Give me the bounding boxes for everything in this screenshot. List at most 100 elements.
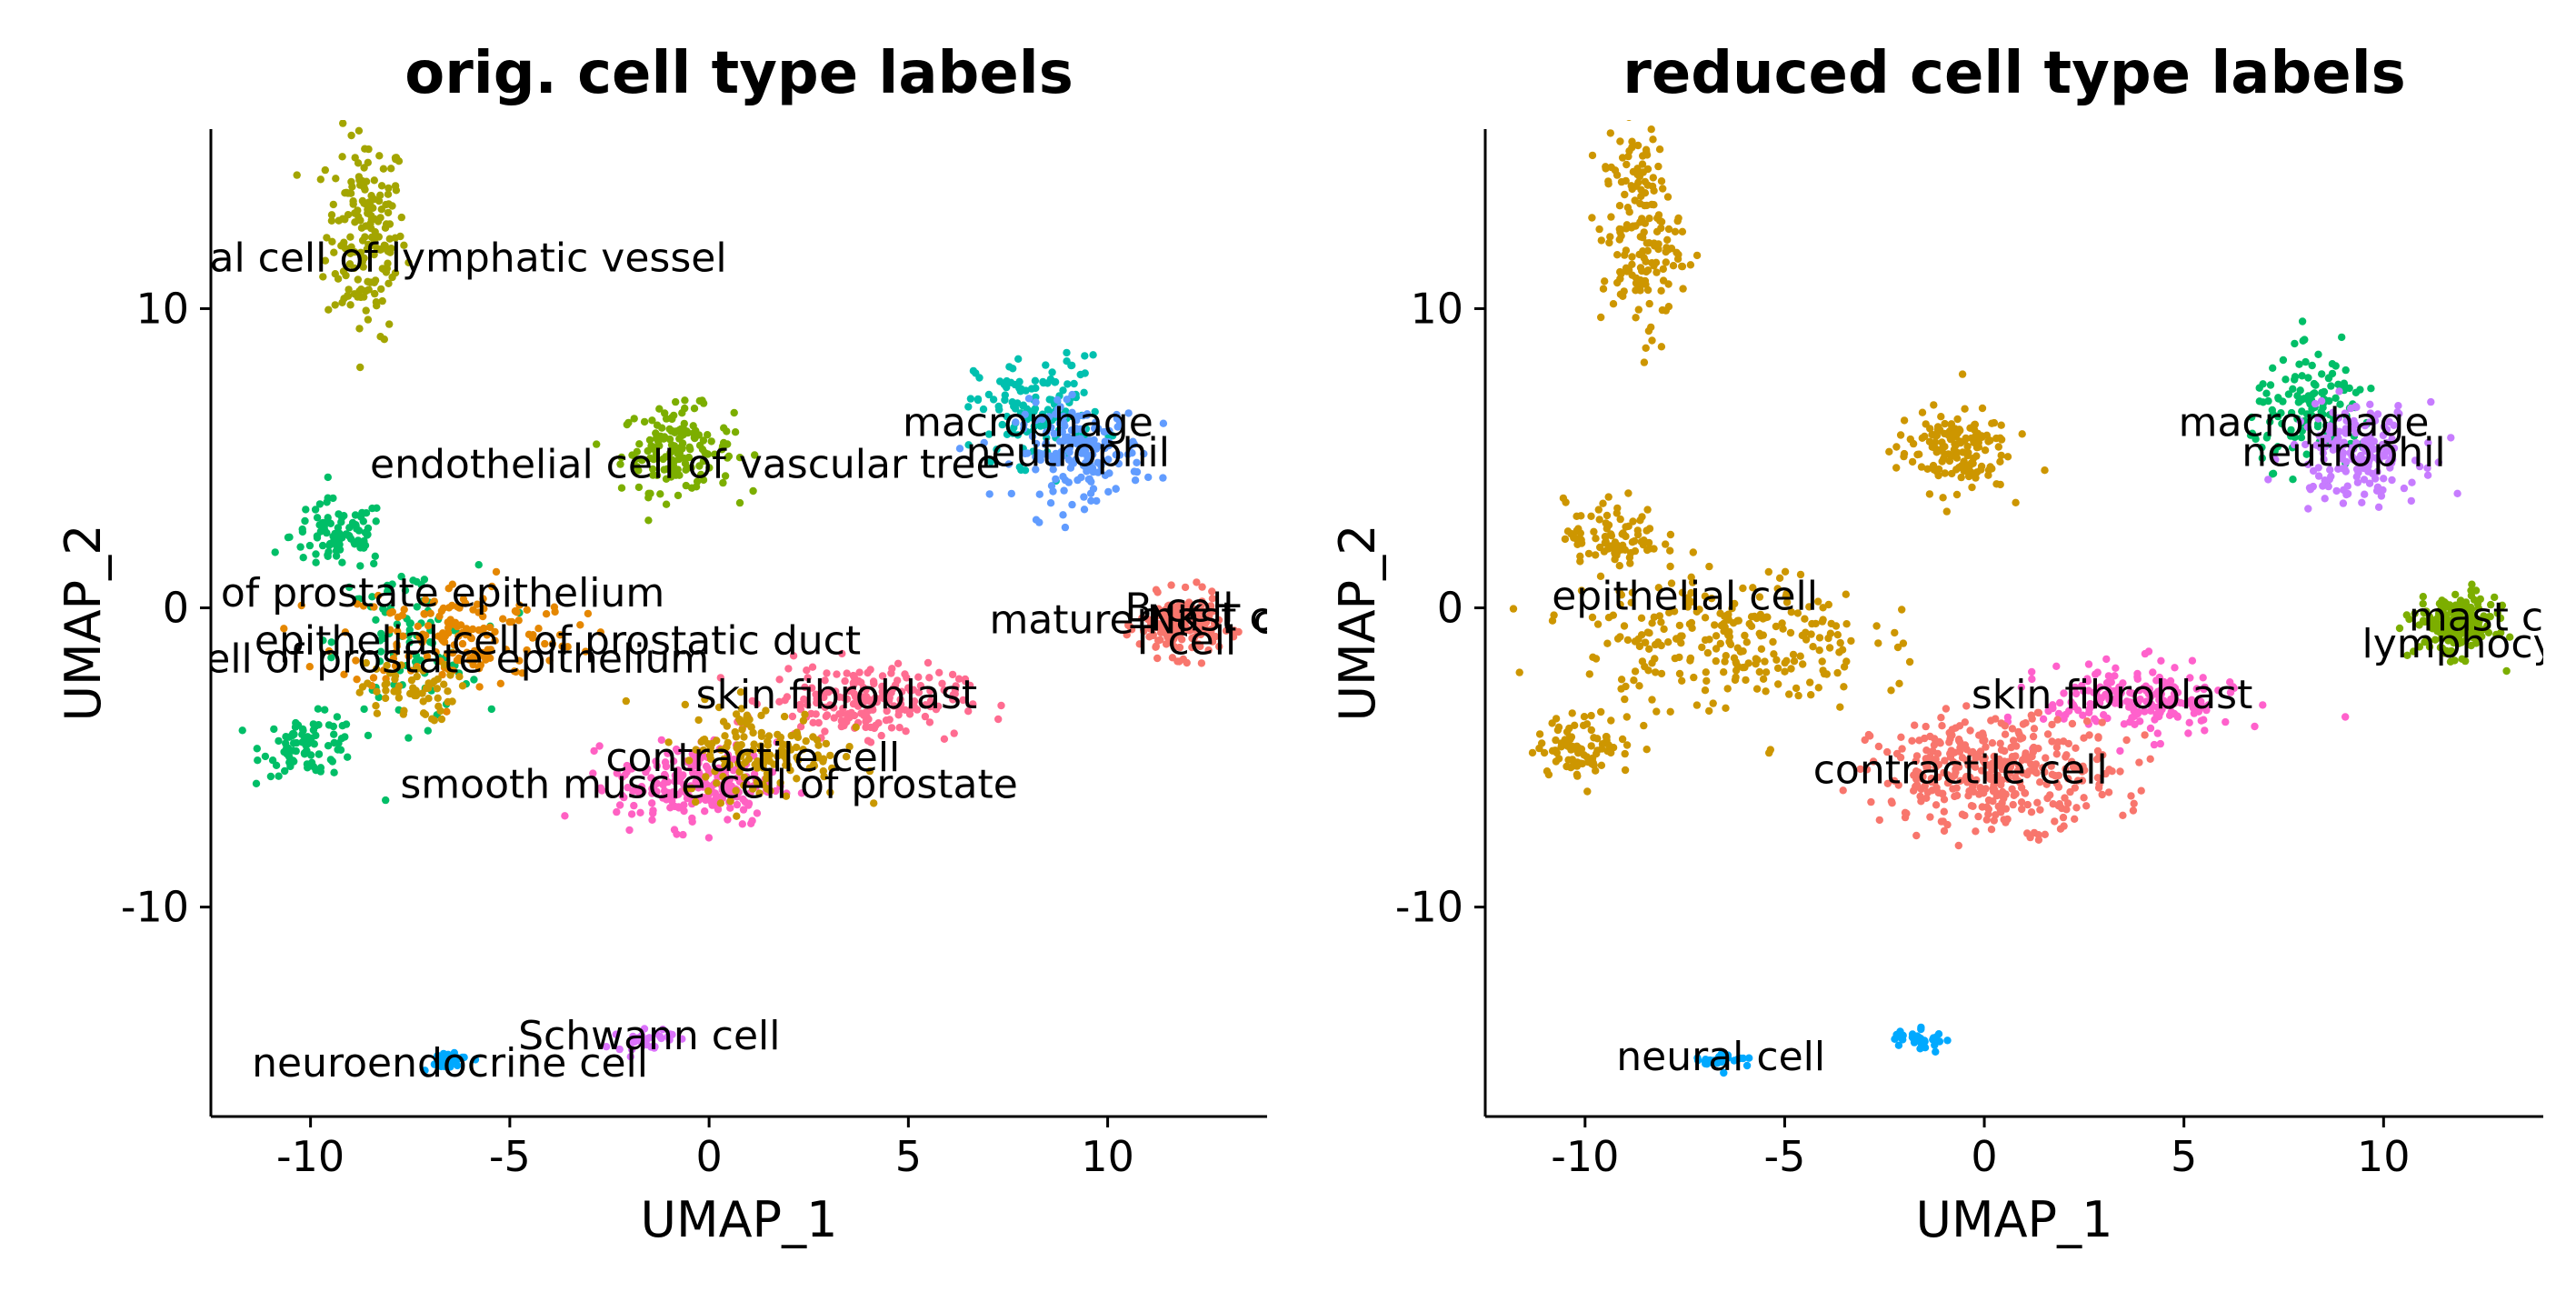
data-point xyxy=(2291,339,2299,348)
data-point xyxy=(2309,466,2318,476)
data-point xyxy=(2321,495,2329,503)
data-point xyxy=(1779,625,1787,633)
data-point xyxy=(1562,498,1570,506)
data-point xyxy=(2136,695,2144,704)
data-point xyxy=(2463,606,2471,614)
data-point xyxy=(303,760,312,768)
data-point xyxy=(704,431,712,439)
data-point xyxy=(1601,277,1609,285)
data-point xyxy=(1615,587,1623,596)
data-point xyxy=(1898,606,1906,614)
data-point xyxy=(2367,385,2375,393)
data-point xyxy=(804,674,812,682)
data-point xyxy=(2498,601,2507,609)
data-point xyxy=(1675,621,1684,630)
data-point xyxy=(926,702,934,711)
data-point xyxy=(2496,614,2505,623)
data-point xyxy=(804,701,812,709)
data-point xyxy=(1917,785,1925,794)
data-point xyxy=(797,789,806,797)
data-point xyxy=(692,746,700,754)
data-point xyxy=(596,628,604,636)
data-point xyxy=(763,769,772,778)
data-point xyxy=(1824,634,1832,643)
data-point xyxy=(1839,786,1847,795)
data-point xyxy=(1649,135,1657,144)
data-point xyxy=(1964,472,1973,481)
data-point xyxy=(681,396,689,405)
data-point xyxy=(2410,647,2418,656)
data-point xyxy=(2483,622,2491,630)
data-point xyxy=(1939,494,1947,502)
data-point xyxy=(645,436,654,445)
data-point xyxy=(2394,402,2402,410)
data-point xyxy=(2071,683,2080,692)
data-point xyxy=(429,598,437,606)
data-point xyxy=(360,705,368,714)
data-point xyxy=(950,729,958,737)
data-point xyxy=(1840,683,1848,691)
data-point xyxy=(2360,444,2368,452)
data-point xyxy=(455,673,464,681)
cluster-label: neutrophil xyxy=(966,429,1170,476)
data-point xyxy=(1815,634,1824,642)
data-point xyxy=(1824,600,1833,609)
data-point xyxy=(984,430,993,438)
data-point xyxy=(2342,416,2351,425)
data-point xyxy=(994,402,1003,411)
data-point xyxy=(2443,632,2451,641)
data-point xyxy=(440,660,449,669)
data-point xyxy=(362,509,371,517)
data-point xyxy=(2003,453,2012,461)
data-point xyxy=(2027,711,2035,719)
data-point xyxy=(1612,171,1622,179)
data-point xyxy=(363,245,371,254)
data-point xyxy=(1663,193,1672,201)
data-point xyxy=(1940,807,1948,816)
data-point xyxy=(1548,746,1557,755)
data-point xyxy=(699,399,708,407)
data-point xyxy=(763,785,772,793)
data-point xyxy=(373,709,382,717)
data-point xyxy=(1744,659,1752,667)
data-point xyxy=(720,766,728,776)
data-point xyxy=(1669,262,1678,270)
data-point xyxy=(627,810,636,818)
data-point xyxy=(2188,656,2197,665)
data-point xyxy=(1671,227,1680,235)
data-point xyxy=(649,471,657,479)
data-point xyxy=(360,293,368,301)
data-point xyxy=(649,809,657,817)
data-point xyxy=(372,298,381,306)
data-point xyxy=(1896,1027,1904,1036)
data-point xyxy=(2458,655,2466,663)
data-point xyxy=(926,686,934,695)
data-point xyxy=(1762,687,1770,696)
data-point xyxy=(1932,801,1941,809)
data-point xyxy=(2094,733,2102,741)
data-point xyxy=(924,658,933,667)
data-point xyxy=(687,784,696,793)
data-point xyxy=(2337,442,2345,450)
data-point xyxy=(1673,255,1682,263)
data-point xyxy=(440,680,448,688)
data-point xyxy=(740,733,748,741)
data-point xyxy=(1210,619,1219,627)
x-tick-label: 10 xyxy=(1081,1132,1134,1181)
data-point xyxy=(2251,722,2259,731)
data-point xyxy=(1657,343,1666,351)
data-point xyxy=(502,646,510,654)
data-point xyxy=(1967,802,1976,810)
data-point xyxy=(1944,431,1952,440)
data-point xyxy=(1072,456,1081,464)
data-point xyxy=(1607,213,1615,221)
data-point xyxy=(1938,722,1946,730)
data-point xyxy=(1650,201,1658,209)
data-point xyxy=(684,756,694,765)
data-point xyxy=(353,676,361,684)
data-point xyxy=(364,679,372,687)
data-point xyxy=(419,709,428,717)
data-point xyxy=(2311,381,2320,389)
cluster-label: epithelial cell xyxy=(1552,573,1818,619)
data-point xyxy=(2266,381,2275,389)
